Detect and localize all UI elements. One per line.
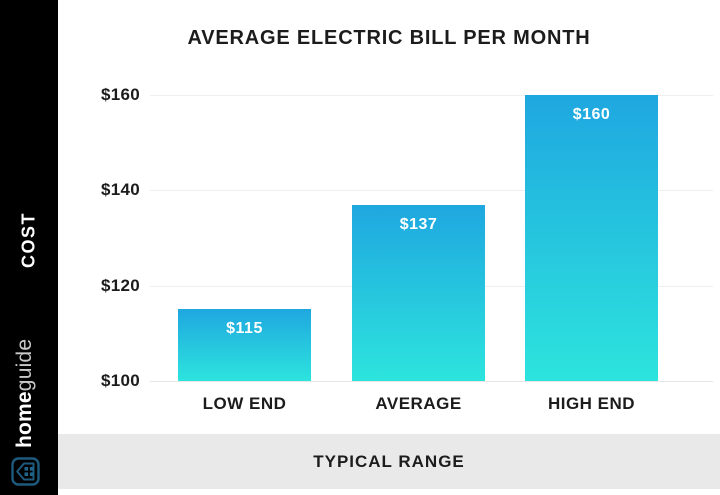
chart-title: AVERAGE ELECTRIC BILL PER MONTH: [187, 27, 591, 49]
brand-wordmark-guide: guide: [13, 338, 36, 392]
bar-value-label: $115: [226, 320, 263, 337]
x-axis-title-band: TYPICAL RANGE: [58, 434, 720, 489]
bar-average: $137: [352, 205, 485, 381]
y-tick-160: $160: [100, 85, 140, 104]
x-tick-high-end: HIGH END: [547, 394, 636, 413]
x-tick-low-end: LOW END: [202, 394, 287, 413]
bar-value-label: $137: [399, 216, 438, 233]
bar-value-label: $160: [572, 106, 611, 123]
gridline-140: [150, 190, 713, 191]
y-tick-140: $140: [100, 180, 140, 199]
x-tick-average: AVERAGE: [375, 394, 462, 413]
homeguide-house-icon: [10, 457, 40, 486]
sidebar: COST homeguide: [0, 0, 58, 495]
x-axis-title: TYPICAL RANGE: [313, 451, 465, 471]
y-tick-100: $100: [100, 371, 140, 390]
y-tick-120: $120: [100, 276, 140, 295]
brand-wordmark-home: home: [13, 391, 36, 448]
y-axis-title: COST: [18, 211, 39, 269]
gridline-100-baseline: [150, 381, 713, 382]
brand-wordmark: homeguide: [10, 339, 40, 448]
bar-low-end: $115: [178, 309, 311, 381]
bar-high-end: $160: [525, 95, 658, 381]
gridline-160: [150, 95, 713, 96]
brand-logo: homeguide: [10, 339, 40, 486]
